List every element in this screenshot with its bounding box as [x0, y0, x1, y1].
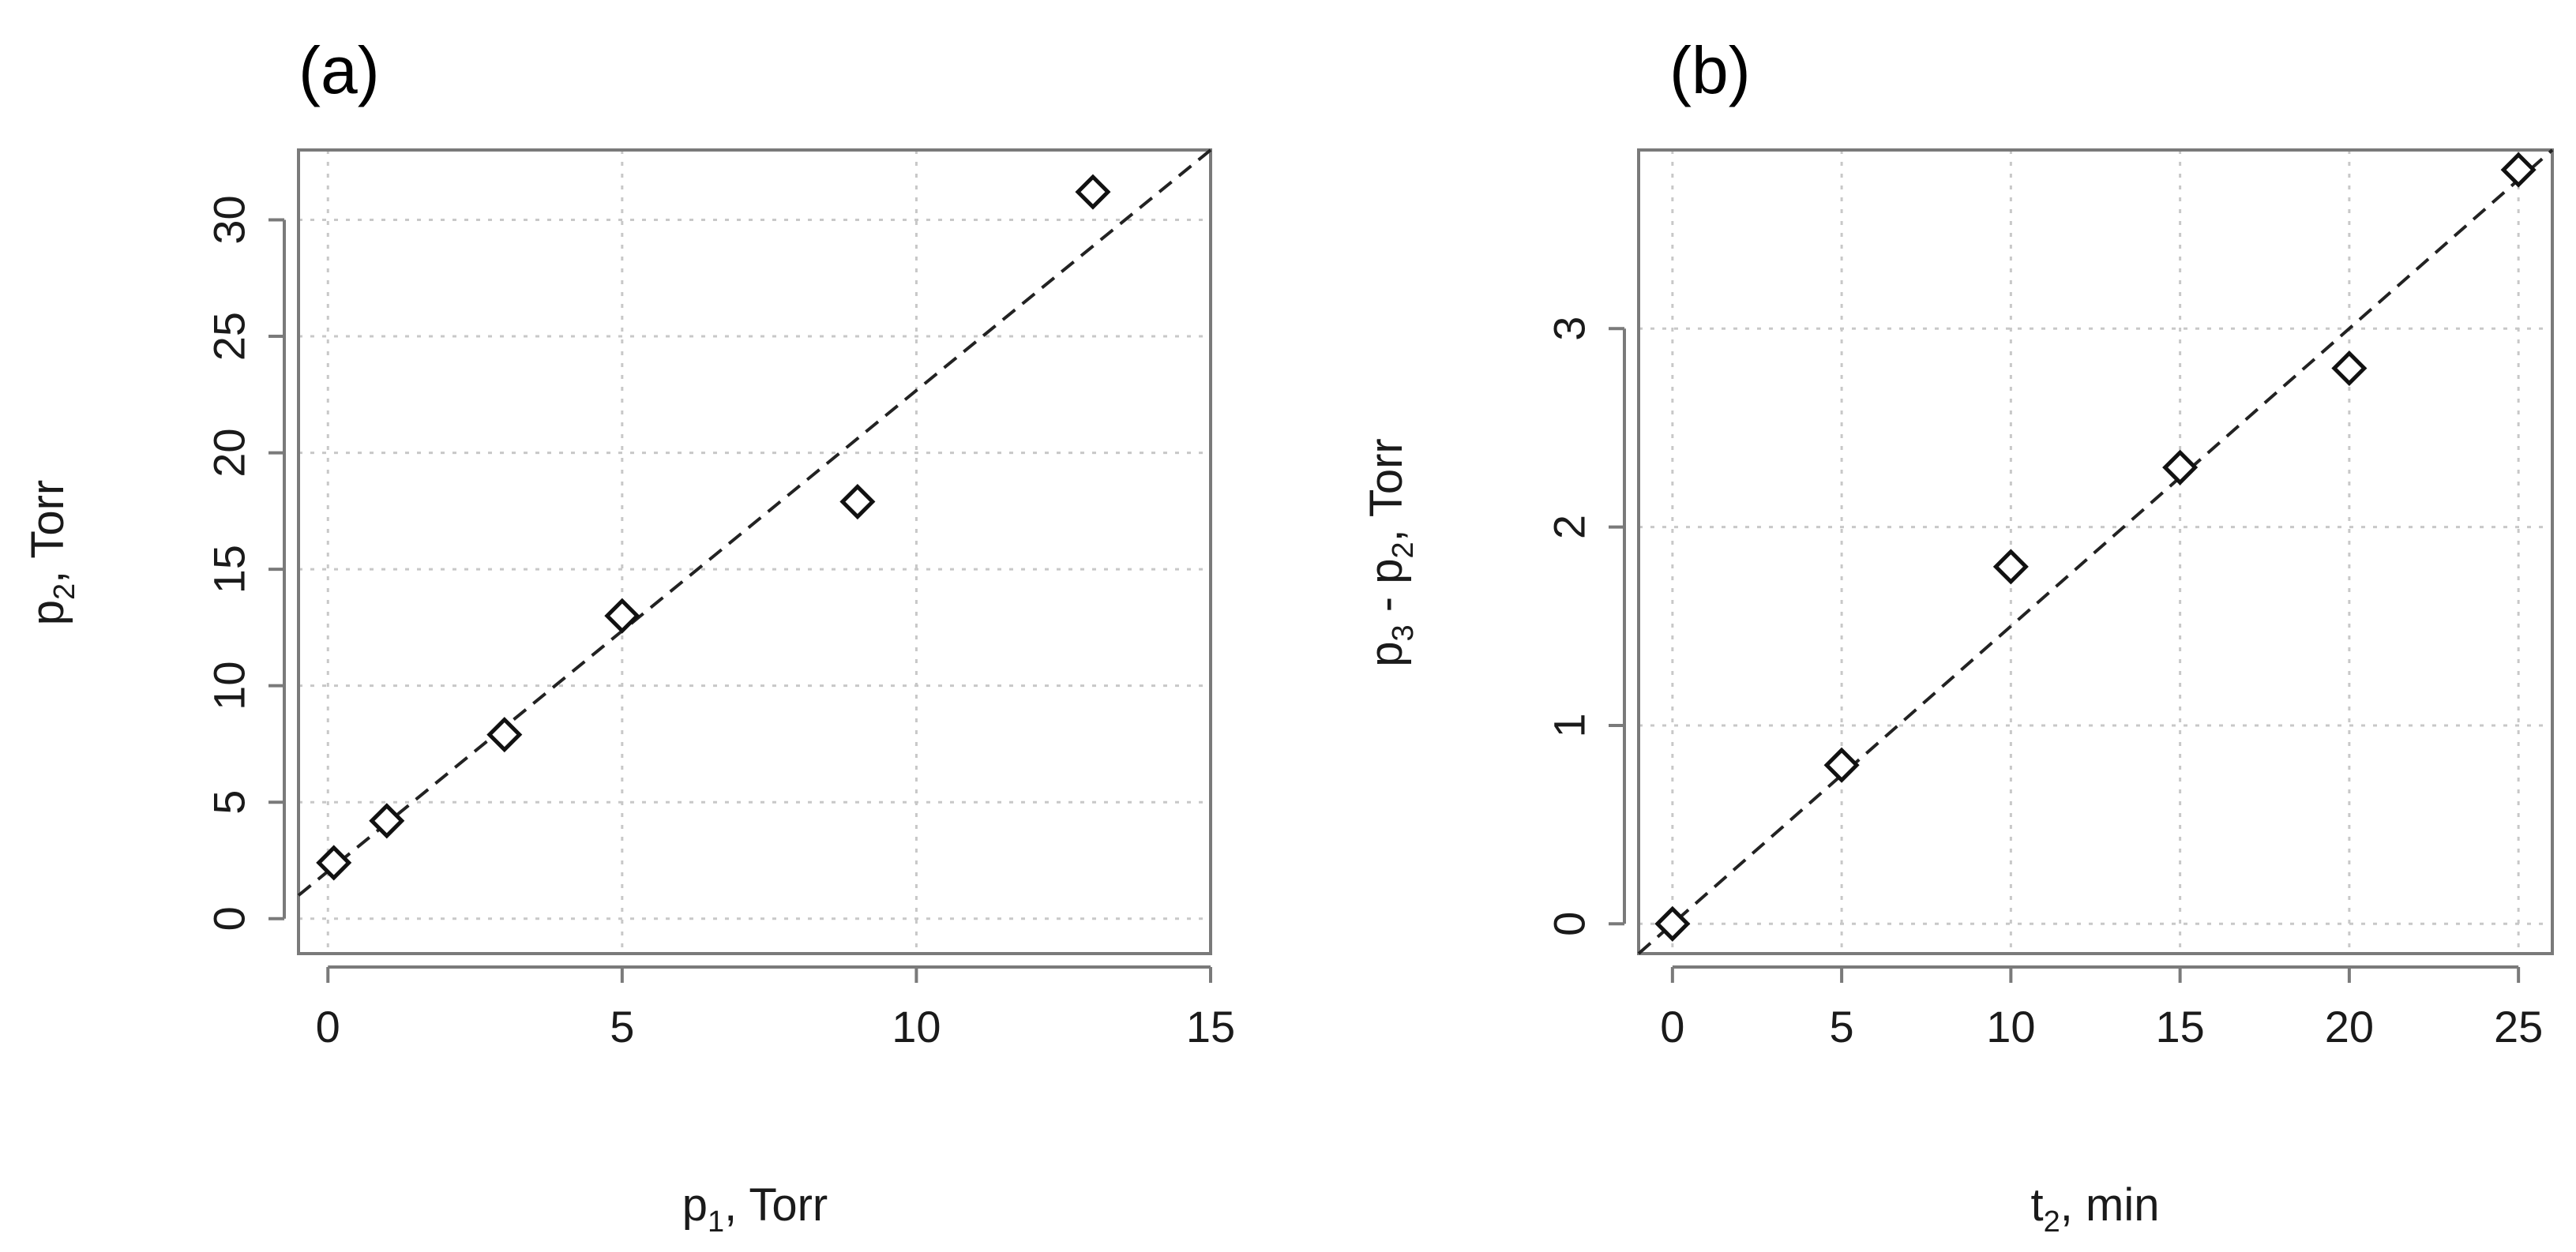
x-tick-label: 0 — [1660, 1002, 1684, 1051]
fit-line — [297, 148, 1212, 897]
data-point — [1992, 549, 2029, 585]
data-point — [369, 803, 405, 839]
x-axis-b: 0 5 10 15 20 25 — [1660, 965, 2543, 1051]
data-point — [839, 484, 876, 520]
fit-line-b — [1637, 148, 2554, 955]
data-point — [604, 598, 640, 634]
grid-b — [1639, 150, 2552, 954]
y-tick-label: 0 — [205, 906, 254, 931]
y-axis-b: 0 1 2 3 — [1545, 317, 1626, 936]
x-tick-label: 5 — [610, 1002, 634, 1051]
y-tick-label: 3 — [1545, 317, 1594, 341]
x-tick-label: 25 — [2494, 1002, 2543, 1051]
y-tick-label: 10 — [205, 662, 254, 710]
x-tick-label: 5 — [1830, 1002, 1854, 1051]
y-axis-a: 0 5 10 15 20 25 30 — [205, 195, 286, 931]
data-point — [2331, 350, 2368, 387]
panel-label-b: (b) — [1669, 33, 1751, 107]
x-tick-label: 15 — [2155, 1002, 2204, 1051]
data-point — [2162, 449, 2199, 485]
y-tick-label: 20 — [205, 428, 254, 477]
data-point — [1075, 174, 1111, 210]
fit-line — [1637, 148, 2554, 955]
y-tick-label: 15 — [205, 545, 254, 594]
plot-frame-b — [1637, 148, 2554, 955]
x-tick-label: 10 — [1986, 1002, 2035, 1051]
plot-frame-a — [297, 148, 1212, 955]
y-axis-title-b: p3 - p2, Torr — [1361, 438, 1420, 666]
data-point — [2500, 152, 2537, 188]
x-tick-label: 20 — [2325, 1002, 2374, 1051]
x-axis-title-a: p1, Torr — [682, 1179, 828, 1239]
data-point — [316, 845, 352, 881]
x-axis-title-b: t2, min — [2031, 1179, 2160, 1239]
panel-label-a: (a) — [299, 33, 380, 107]
data-point — [1823, 747, 1860, 783]
x-axis-a: 0 5 10 15 — [316, 965, 1235, 1051]
data-points-a — [316, 174, 1111, 881]
data-point — [486, 717, 523, 753]
grid-a — [299, 150, 1212, 954]
y-axis-title-a: p2, Torr — [22, 480, 81, 625]
y-tick-label: 25 — [205, 312, 254, 361]
y-tick-label: 2 — [1545, 515, 1594, 539]
y-tick-label: 5 — [205, 790, 254, 815]
y-tick-label: 1 — [1545, 713, 1594, 737]
data-point — [1654, 905, 1691, 942]
data-points-b — [1654, 152, 2537, 942]
panel-b: (b) 0 5 10 15 20 25 0 1 2 3 t2, min p3 - p2, Tor… — [1361, 33, 2554, 1239]
y-tick-label: 30 — [205, 195, 254, 244]
panel-a: (a) 0 5 10 15 0 5 10 15 20 25 30 p1, Torr p2, Tor… — [22, 33, 1235, 1239]
y-tick-label: 0 — [1545, 912, 1594, 936]
fit-line-a — [297, 148, 1212, 897]
x-tick-label: 10 — [892, 1002, 941, 1051]
x-tick-label: 0 — [316, 1002, 340, 1051]
x-tick-label: 15 — [1186, 1002, 1235, 1051]
